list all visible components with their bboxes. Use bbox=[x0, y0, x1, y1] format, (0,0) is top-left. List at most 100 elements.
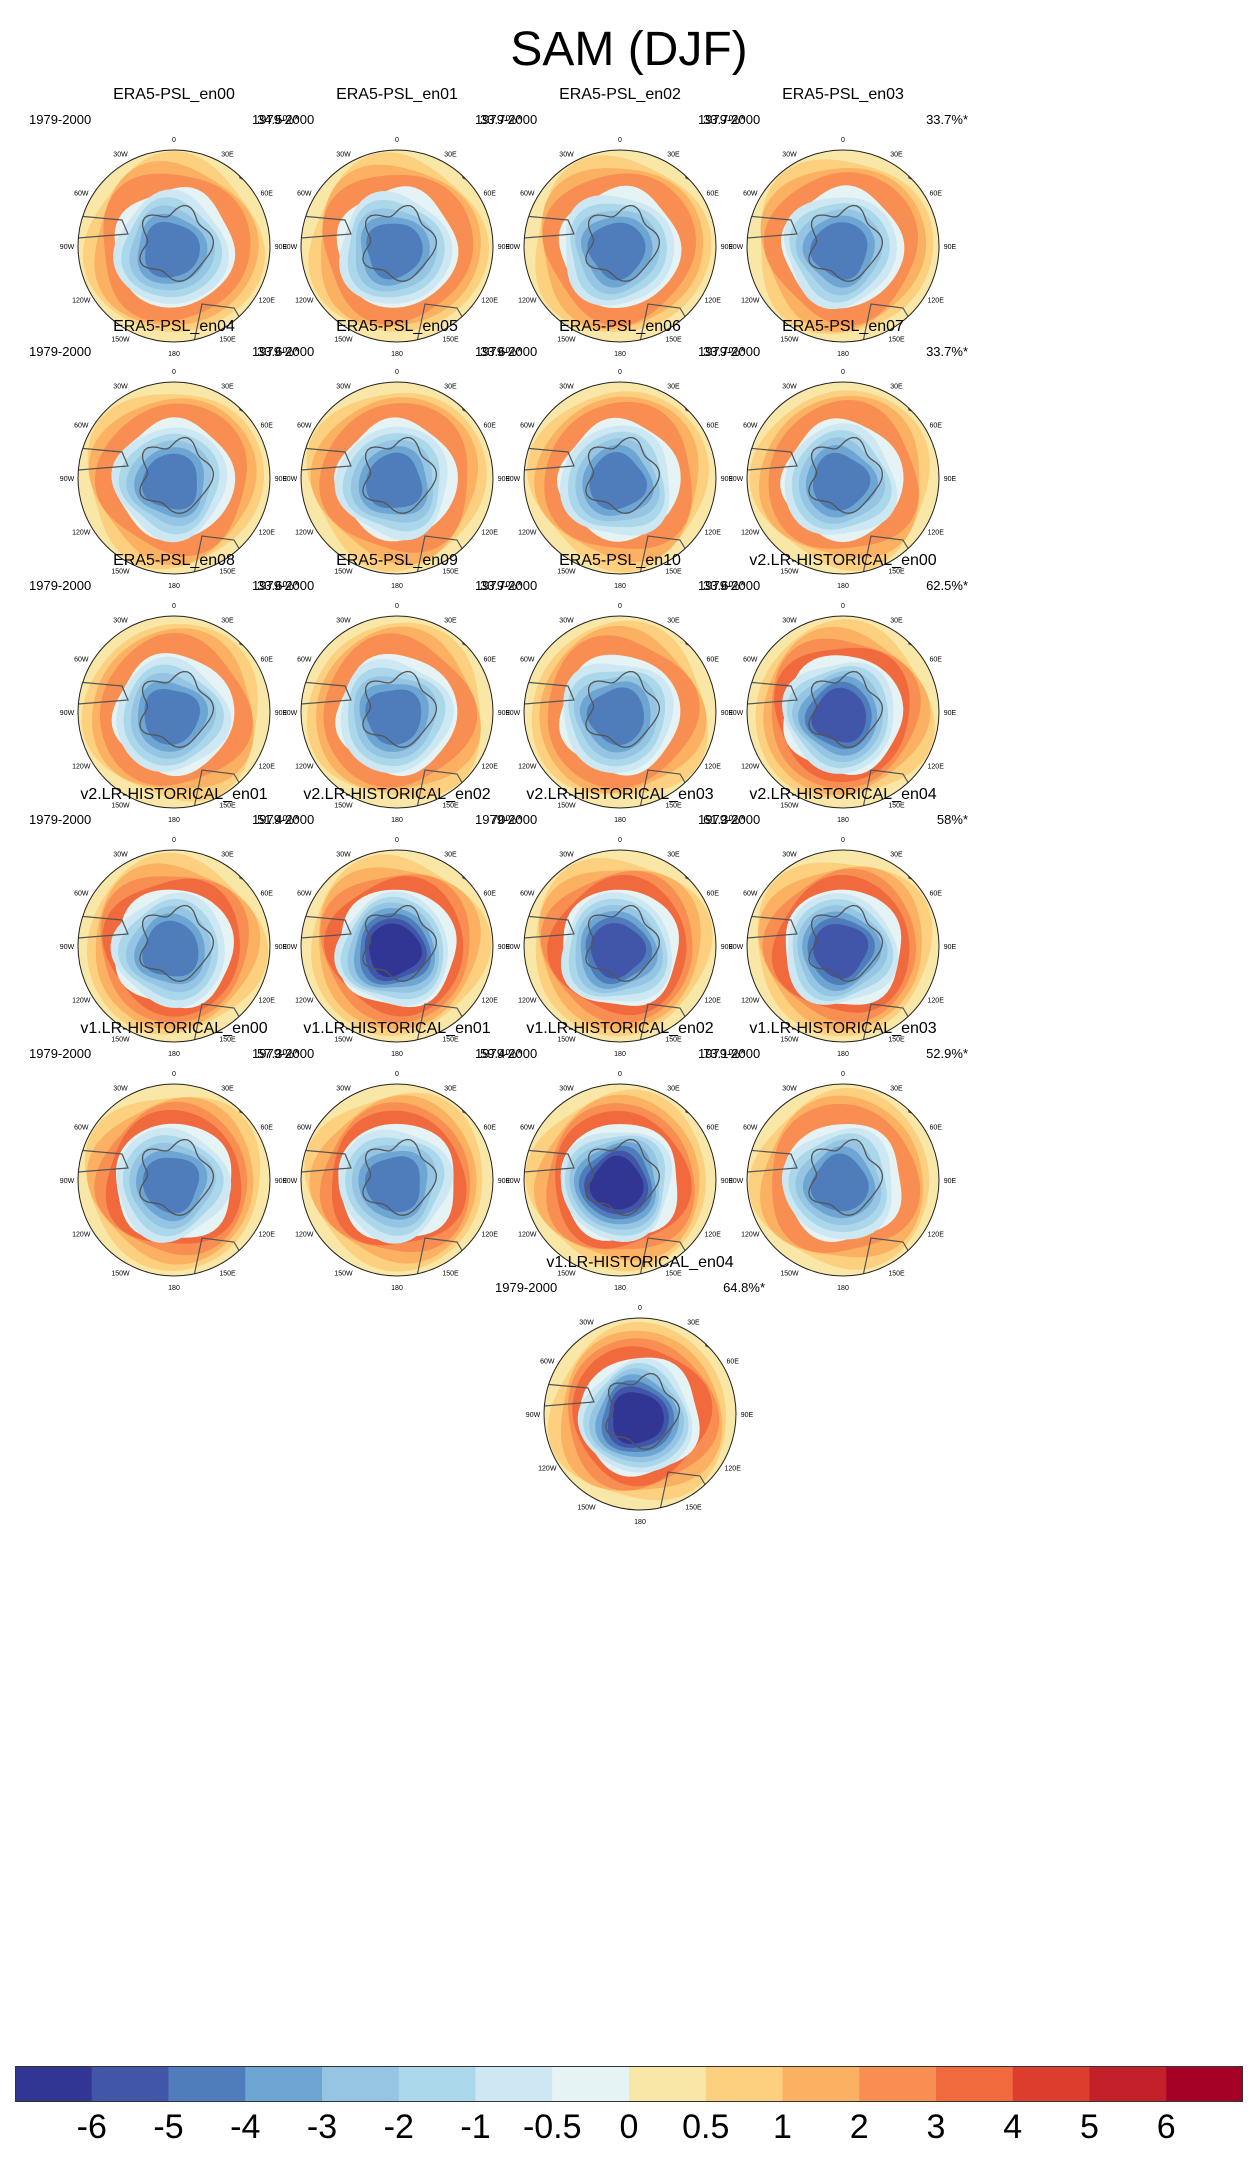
panel-period: 1979-2000 bbox=[475, 812, 538, 827]
longitude-label: 30E bbox=[221, 617, 234, 624]
longitude-label: 0 bbox=[841, 837, 845, 844]
coastline bbox=[78, 681, 129, 705]
longitude-label: 120W bbox=[518, 530, 537, 537]
longitude-label: 180 bbox=[391, 817, 403, 824]
longitude-label: 90E bbox=[275, 1178, 288, 1185]
map-panel: v2.LR-HISTORICAL_en04 1979-2000 58%* 0 30E 60… bbox=[693, 786, 993, 1086]
longitude-label: 60W bbox=[743, 1125, 758, 1132]
longitude-label: 30W bbox=[113, 151, 128, 158]
longitude-label: 120W bbox=[518, 298, 537, 305]
longitude-label: 60W bbox=[297, 191, 312, 198]
longitude-label: 60W bbox=[743, 423, 758, 430]
longitude-label: 120W bbox=[295, 764, 314, 771]
polar-map: 0 30E 60E 90E 120E 150E 180 150W 120W 90W 60W 30W bbox=[283, 137, 511, 358]
longitude-label: 120E bbox=[705, 764, 722, 771]
polar-map: 0 30E 60E 90E 120E 150E 180 150W 120W 90W 60W 30W bbox=[60, 837, 288, 1058]
panel-title: ERA5-PSL_en06 bbox=[559, 318, 681, 335]
coastline bbox=[301, 681, 352, 705]
polar-map: 0 30E 60E 90E 120E 150E 180 150W 120W 90W 60W 30W bbox=[729, 369, 957, 590]
coastline bbox=[808, 670, 883, 748]
longitude-label: 30E bbox=[221, 1085, 234, 1092]
panel-title: ERA5-PSL_en03 bbox=[782, 86, 904, 103]
longitude-label: 30W bbox=[336, 617, 351, 624]
longitude-label: 180 bbox=[391, 583, 403, 590]
longitude-label: 90W bbox=[60, 1178, 75, 1185]
longitude-label: 90E bbox=[498, 1178, 511, 1185]
coastline bbox=[747, 915, 798, 939]
longitude-label: 90W bbox=[729, 1178, 744, 1185]
longitude-label: 150E bbox=[888, 1271, 905, 1278]
panel-title: v2.LR-HISTORICAL_en03 bbox=[526, 786, 714, 803]
longitude-label: 180 bbox=[391, 351, 403, 358]
map-panel: ERA5-PSL_en01 1979-2000 33.7%* 0 30E 60E 90E 12… bbox=[247, 86, 547, 386]
longitude-label: 150W bbox=[111, 1037, 130, 1044]
figure-title: SAM (DJF) bbox=[510, 23, 748, 76]
longitude-label: 120E bbox=[928, 998, 945, 1005]
longitude-label: 60E bbox=[260, 657, 273, 664]
longitude-label: 30W bbox=[336, 851, 351, 858]
longitude-label: 150W bbox=[557, 337, 576, 344]
longitude-label: 120E bbox=[259, 530, 276, 537]
colorbar-tick-label: -4 bbox=[230, 2108, 261, 2146]
longitude-label: 150E bbox=[888, 569, 905, 576]
map-border bbox=[77, 149, 271, 343]
longitude-label: 90W bbox=[283, 244, 298, 251]
longitude-label: 120E bbox=[928, 1232, 945, 1239]
panel-period: 1979-2000 bbox=[29, 578, 92, 593]
longitude-label: 0 bbox=[841, 1071, 845, 1078]
longitude-label: 150W bbox=[780, 1037, 799, 1044]
longitude-label: 0 bbox=[841, 603, 845, 610]
longitude-label: 90W bbox=[526, 1412, 541, 1419]
panel-period: 1979-2000 bbox=[698, 812, 761, 827]
map-border bbox=[746, 381, 940, 575]
panel-period: 1979-2000 bbox=[29, 112, 92, 127]
longitude-label: 30W bbox=[782, 151, 797, 158]
longitude-label: 0 bbox=[172, 137, 176, 144]
coastline bbox=[362, 436, 437, 514]
coastline bbox=[747, 215, 798, 239]
panel-explained-variance: 34.5%* bbox=[257, 112, 299, 127]
colorbar-swatch bbox=[245, 2066, 323, 2102]
longitude-label: 60E bbox=[260, 423, 273, 430]
longitude-label: 120E bbox=[928, 530, 945, 537]
longitude-label: 30W bbox=[336, 151, 351, 158]
panel-period: 1979-2000 bbox=[252, 812, 315, 827]
contour-fill-negative bbox=[369, 923, 422, 978]
colorbar-swatch bbox=[1089, 2066, 1167, 2102]
colorbar-tick-label: 0.5 bbox=[682, 2108, 730, 2146]
longitude-label: 60W bbox=[297, 1125, 312, 1132]
panel-explained-variance: 33.6%* bbox=[480, 344, 522, 359]
longitude-label: 120E bbox=[482, 1232, 499, 1239]
contour-fill-negative bbox=[810, 1153, 869, 1212]
coastline bbox=[524, 215, 575, 239]
longitude-label: 180 bbox=[614, 1285, 626, 1292]
map-panel: ERA5-PSL_en04 1979-2000 33.6%* 0 30E 60E 90E 12… bbox=[24, 318, 324, 618]
longitude-label: 90E bbox=[944, 476, 957, 483]
longitude-label: 60E bbox=[929, 191, 942, 198]
longitude-label: 90E bbox=[498, 710, 511, 717]
longitude-label: 120W bbox=[741, 764, 760, 771]
colorbar-swatch bbox=[552, 2066, 630, 2102]
longitude-label: 90W bbox=[729, 710, 744, 717]
colorbar-tick-label: -5 bbox=[153, 2108, 184, 2146]
polar-map: 0 30E 60E 90E 120E 150E 180 150W 120W 90W 60W 30W bbox=[729, 1071, 957, 1292]
longitude-label: 0 bbox=[841, 369, 845, 376]
map-panel: v1.LR-HISTORICAL_en03 1979-2000 52.9%* 0 30E… bbox=[693, 1020, 993, 1320]
longitude-label: 180 bbox=[634, 1519, 646, 1526]
longitude-label: 0 bbox=[395, 1071, 399, 1078]
contour-fill-negative bbox=[366, 223, 423, 280]
longitude-label: 30W bbox=[559, 383, 574, 390]
panel-period: 1979-2000 bbox=[698, 112, 761, 127]
coastline bbox=[139, 436, 214, 514]
longitude-label: 30E bbox=[667, 1085, 680, 1092]
longitude-label: 0 bbox=[395, 603, 399, 610]
longitude-label: 30W bbox=[782, 1085, 797, 1092]
longitude-label: 90W bbox=[283, 944, 298, 951]
longitude-label: 150W bbox=[557, 1271, 576, 1278]
longitude-label: 30E bbox=[444, 1085, 457, 1092]
longitude-label: 90W bbox=[506, 1178, 521, 1185]
polar-map: 0 30E 60E 90E 120E 150E 180 150W 120W 90W 60W 30W bbox=[729, 837, 957, 1058]
polar-map: 0 30E 60E 90E 120E 150E 180 150W 120W 90W 60W 30W bbox=[283, 369, 511, 590]
longitude-label: 90W bbox=[283, 476, 298, 483]
contour-fill-negative bbox=[366, 452, 423, 509]
